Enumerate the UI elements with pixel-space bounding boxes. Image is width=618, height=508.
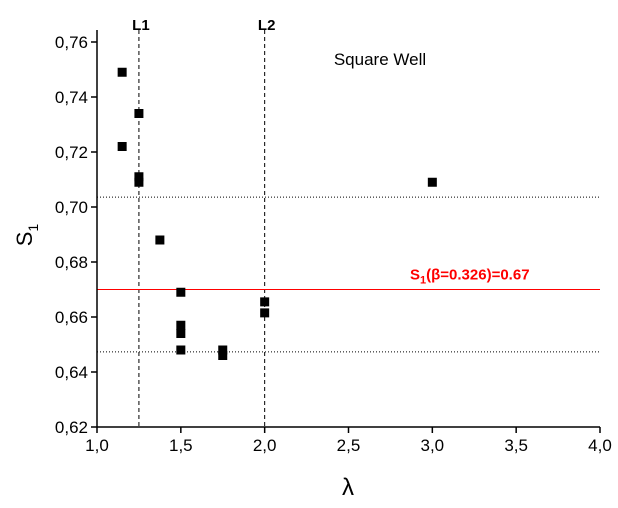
y-tick-label: 0,66: [55, 308, 88, 327]
x-tick-label: 2,5: [337, 436, 361, 455]
line-label: L1: [132, 17, 150, 34]
x-tick-label: 1,0: [85, 436, 109, 455]
point: [134, 109, 144, 118]
x-tick-label: 4,0: [588, 436, 612, 455]
point: [134, 172, 144, 182]
reference-label-main: S: [410, 267, 420, 284]
y-label-sub: 1: [25, 224, 41, 232]
x-tick-label: 3,5: [504, 436, 528, 455]
y-tick-label: 0,62: [55, 418, 88, 437]
point: [176, 320, 186, 330]
point: [260, 308, 270, 318]
point: [176, 287, 186, 297]
point: [218, 351, 228, 360]
point: [134, 177, 144, 187]
reference-label: S1(β=0.326)=0.67: [410, 267, 530, 287]
x-tick-label: 3,0: [421, 436, 445, 455]
point: [176, 345, 186, 355]
point: [176, 329, 186, 338]
y-axis-label: S1: [12, 224, 41, 247]
point: [218, 345, 228, 355]
y-tick-label: 0,72: [55, 143, 88, 162]
point: [117, 67, 127, 77]
y-tick-label: 0,76: [55, 33, 88, 52]
point: [427, 177, 437, 187]
reference-label-rest: (β=0.326)=0.67: [426, 267, 529, 284]
y-tick-label: 0,74: [55, 88, 88, 107]
point: [155, 235, 165, 245]
x-tick-label: 1,5: [169, 436, 193, 455]
point: [117, 142, 127, 151]
y-tick-label: 0,70: [55, 198, 88, 217]
chart-title: Square Well: [334, 50, 426, 69]
x-tick-label: 2,0: [253, 436, 277, 455]
point: [260, 297, 270, 307]
y-label-main: S: [12, 232, 37, 247]
x-axis-label: λ: [342, 474, 354, 501]
reference-label-sub: 1: [420, 275, 426, 287]
line-label: L2: [258, 17, 276, 34]
y-tick-label: 0,68: [55, 253, 88, 272]
y-tick-label: 0,64: [55, 363, 88, 382]
